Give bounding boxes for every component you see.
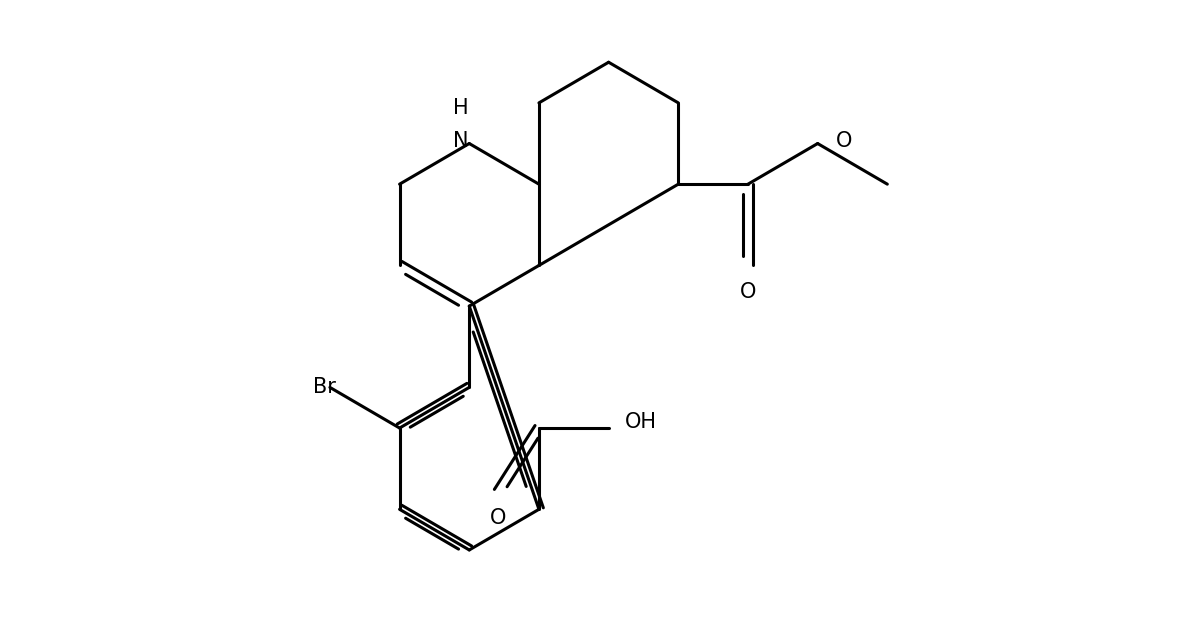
Text: O: O (490, 508, 506, 528)
Text: H: H (453, 98, 468, 117)
Text: OH: OH (624, 412, 657, 432)
Text: O: O (836, 130, 853, 151)
Text: O: O (740, 282, 756, 302)
Text: N: N (453, 130, 468, 151)
Text: Br: Br (313, 378, 336, 397)
